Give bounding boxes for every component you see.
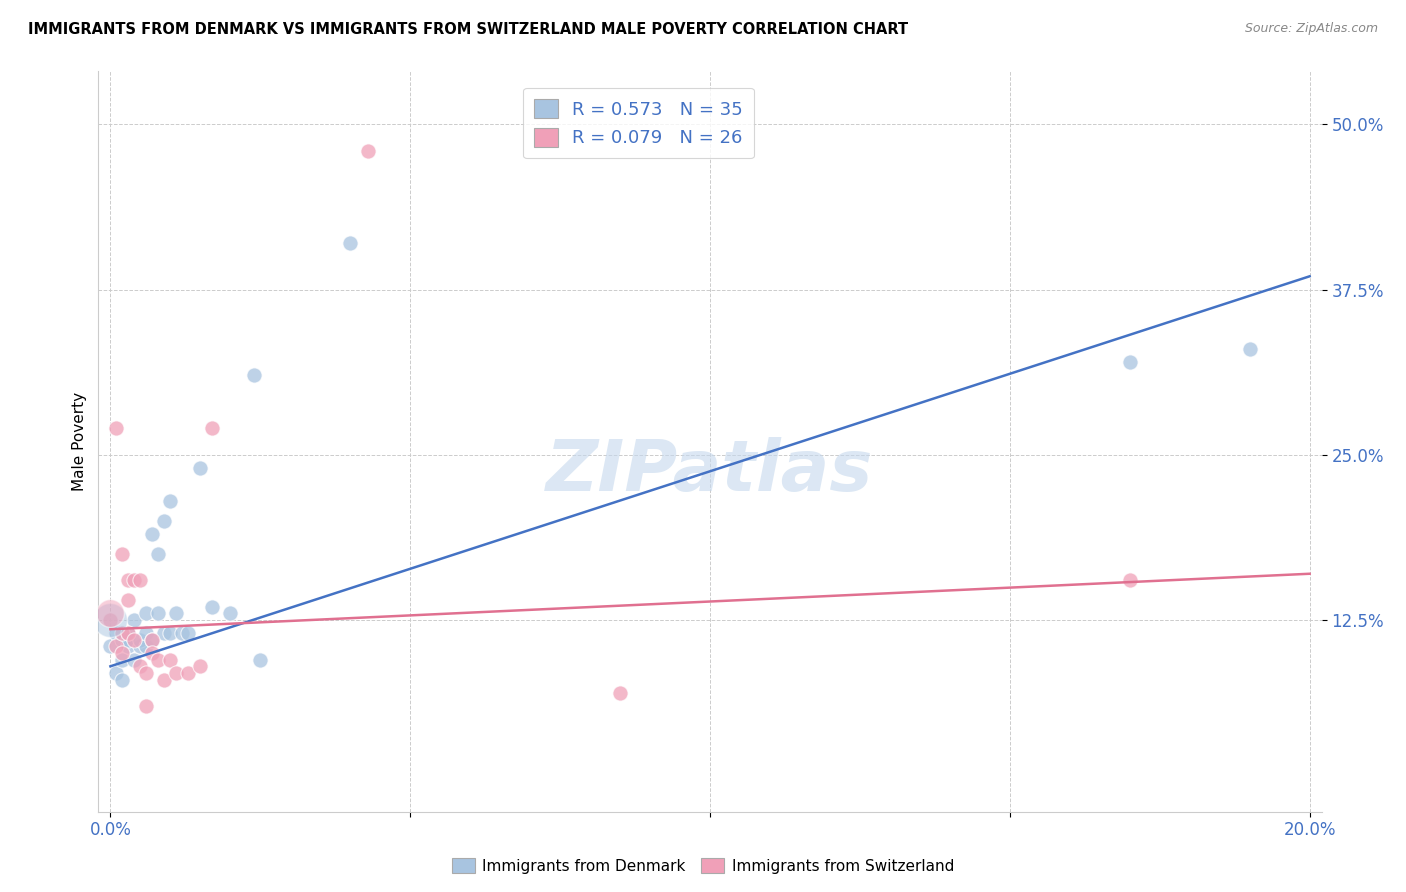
Point — [357, 144, 380, 158]
Point — [100, 613, 122, 627]
Point — [201, 599, 224, 614]
Point — [124, 574, 146, 588]
Point — [135, 626, 157, 640]
Point — [105, 626, 128, 640]
Point — [141, 632, 163, 647]
Point — [153, 626, 176, 640]
Point — [100, 613, 122, 627]
Point — [129, 632, 152, 647]
Point — [117, 626, 139, 640]
Point — [135, 698, 157, 713]
Point — [1119, 355, 1142, 369]
Point — [188, 659, 211, 673]
Point — [153, 514, 176, 528]
Point — [339, 236, 361, 251]
Text: Source: ZipAtlas.com: Source: ZipAtlas.com — [1244, 22, 1378, 36]
Point — [111, 626, 134, 640]
Point — [148, 547, 170, 561]
Point — [135, 607, 157, 621]
Point — [148, 653, 170, 667]
Point — [111, 653, 134, 667]
Point — [124, 632, 146, 647]
Point — [159, 494, 181, 508]
Point — [141, 632, 163, 647]
Point — [100, 640, 122, 654]
Point — [100, 607, 122, 621]
Point — [105, 665, 128, 680]
Point — [105, 640, 128, 654]
Point — [165, 665, 187, 680]
Point — [172, 626, 194, 640]
Point — [105, 421, 128, 435]
Point — [111, 632, 134, 647]
Point — [117, 632, 139, 647]
Point — [219, 607, 242, 621]
Y-axis label: Male Poverty: Male Poverty — [72, 392, 87, 491]
Point — [135, 640, 157, 654]
Point — [159, 626, 181, 640]
Point — [249, 653, 271, 667]
Point — [135, 665, 157, 680]
Point — [153, 673, 176, 687]
Point — [609, 686, 631, 700]
Point — [1239, 342, 1261, 356]
Point — [124, 653, 146, 667]
Point — [111, 673, 134, 687]
Point — [141, 527, 163, 541]
Text: IMMIGRANTS FROM DENMARK VS IMMIGRANTS FROM SWITZERLAND MALE POVERTY CORRELATION : IMMIGRANTS FROM DENMARK VS IMMIGRANTS FR… — [28, 22, 908, 37]
Point — [201, 421, 224, 435]
Point — [159, 653, 181, 667]
Point — [117, 574, 139, 588]
Point — [188, 461, 211, 475]
Point — [148, 607, 170, 621]
Point — [165, 607, 187, 621]
Point — [129, 659, 152, 673]
Point — [124, 613, 146, 627]
Point — [141, 646, 163, 660]
Point — [117, 593, 139, 607]
Text: ZIPatlas: ZIPatlas — [547, 437, 873, 506]
Point — [1119, 574, 1142, 588]
Point — [111, 547, 134, 561]
Point — [129, 640, 152, 654]
Legend: Immigrants from Denmark, Immigrants from Switzerland: Immigrants from Denmark, Immigrants from… — [446, 852, 960, 880]
Legend: R = 0.573   N = 35, R = 0.079   N = 26: R = 0.573 N = 35, R = 0.079 N = 26 — [523, 87, 754, 158]
Point — [177, 665, 200, 680]
Point — [117, 640, 139, 654]
Point — [177, 626, 200, 640]
Point — [129, 574, 152, 588]
Point — [111, 646, 134, 660]
Point — [117, 626, 139, 640]
Point — [243, 368, 266, 383]
